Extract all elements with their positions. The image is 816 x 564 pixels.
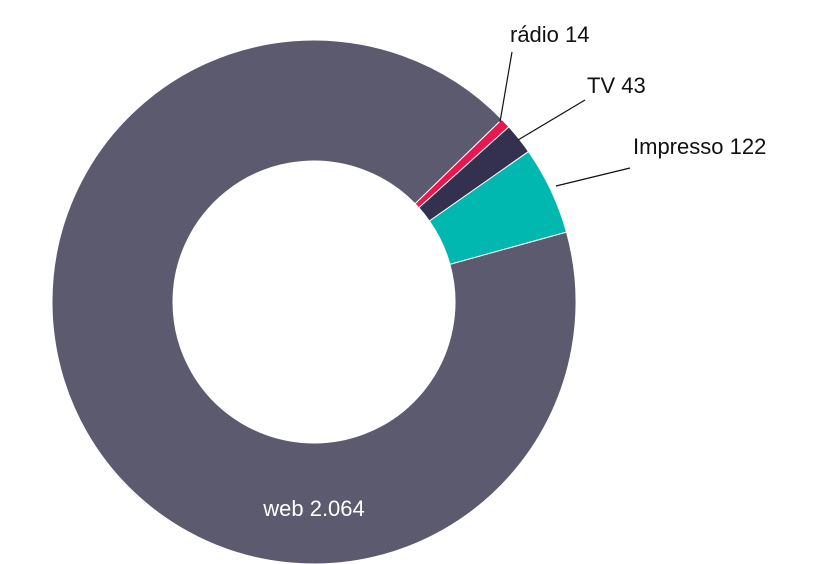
label-category: TV [587,73,615,98]
data-label: TV 43 [587,73,646,98]
label-value: 2.064 [310,496,365,521]
label-value: 14 [565,22,589,47]
label-category: Impresso [633,134,723,159]
leader-line [499,51,513,123]
donut-slice [51,39,577,564]
label-category: rádio [510,22,559,47]
leader-line [517,99,586,141]
label-category: web [262,496,303,521]
data-label: rádio 14 [510,22,590,47]
leader-line [555,167,631,187]
label-value: 122 [730,134,767,159]
label-value: 43 [621,73,645,98]
data-label: web 2.064 [262,496,365,521]
data-label: Impresso 122 [633,134,766,159]
